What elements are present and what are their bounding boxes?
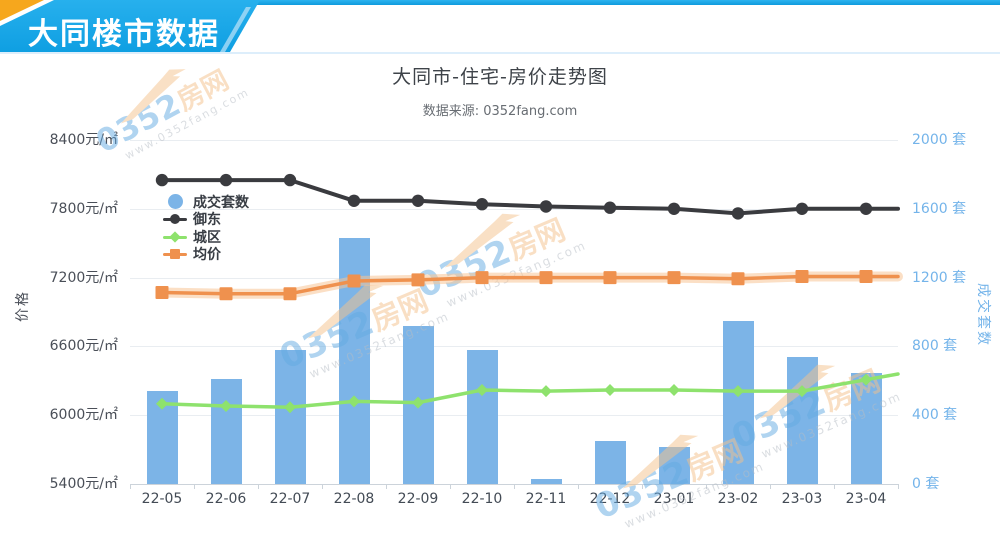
x-category-label: 23-04 xyxy=(845,491,887,507)
x-tick xyxy=(898,484,899,489)
y-left-tick-label: 6600元/㎡ xyxy=(49,338,118,355)
chart-title: 大同市-住宅-房价走势图 xyxy=(392,66,608,88)
transaction-bar[interactable] xyxy=(466,349,498,484)
x-category-label: 22-05 xyxy=(141,491,183,507)
y-left-tick-label: 5400元/㎡ xyxy=(49,476,118,492)
y-right-tick-label: 1200 套 xyxy=(912,269,967,286)
gridline xyxy=(130,346,898,348)
x-tick xyxy=(514,484,515,489)
x-tick xyxy=(770,484,771,489)
legend-line-square-icon xyxy=(163,246,187,262)
y-right-tick-label: 800 套 xyxy=(912,338,958,355)
header-divider xyxy=(0,52,1000,54)
x-category-label: 23-03 xyxy=(781,491,823,507)
legend-item-yudong[interactable]: 御东 xyxy=(163,211,249,229)
legend-item-chengqu[interactable]: 城区 xyxy=(163,228,249,246)
legend-label: 御东 xyxy=(193,212,221,229)
x-category-label: 23-01 xyxy=(653,491,695,507)
site-section-title: 大同楼市数据 xyxy=(28,17,220,52)
x-tick xyxy=(578,484,579,489)
transaction-bar[interactable] xyxy=(530,478,562,484)
transaction-bar[interactable] xyxy=(210,379,242,484)
gridline xyxy=(130,140,898,141)
legend-bar-marker-icon xyxy=(163,194,187,210)
x-category-label: 22-11 xyxy=(525,491,567,507)
legend-item-junjia[interactable]: 均价 xyxy=(163,246,249,264)
transaction-bar[interactable] xyxy=(850,373,882,484)
y-left-tick-label: 7200元/㎡ xyxy=(49,269,118,286)
x-category-label: 22-12 xyxy=(589,491,631,507)
legend-line-diamond-icon xyxy=(163,229,187,245)
transaction-bar[interactable] xyxy=(402,325,434,484)
legend-item-transactions[interactable]: 成交套数 xyxy=(163,193,249,211)
transaction-bar[interactable] xyxy=(274,349,306,484)
chart-subtitle: 数据来源: 0352fang.com xyxy=(422,104,578,119)
x-tick xyxy=(450,484,451,489)
x-tick xyxy=(194,484,195,489)
top-strip xyxy=(0,0,1000,5)
x-tick xyxy=(258,484,259,489)
bars-layer xyxy=(146,238,882,484)
transaction-bar[interactable] xyxy=(594,441,626,484)
chart-legend: 成交套数 御东 城区 均价 xyxy=(163,193,249,263)
x-category-label: 22-09 xyxy=(397,491,439,507)
x-category-label: 22-06 xyxy=(205,491,247,507)
transaction-bar[interactable] xyxy=(786,356,818,484)
x-category-label: 23-02 xyxy=(717,491,759,507)
y-right-tick-label: 400 套 xyxy=(912,407,958,424)
transaction-bar[interactable] xyxy=(658,447,690,484)
y-left-tick-label: 7800元/㎡ xyxy=(49,200,118,217)
legend-label: 城区 xyxy=(193,229,221,246)
x-tick xyxy=(834,484,835,489)
x-category-label: 22-07 xyxy=(269,491,311,507)
transaction-bar[interactable] xyxy=(146,391,178,484)
x-tick xyxy=(130,484,131,489)
x-tick xyxy=(386,484,387,489)
y-left-tick-label: 6000元/㎡ xyxy=(49,407,118,424)
y-right-tick-label: 1600 套 xyxy=(912,200,967,217)
x-tick xyxy=(322,484,323,489)
legend-label: 均价 xyxy=(193,247,221,264)
price-trend-chart: 大同市-住宅-房价走势图 数据来源: 0352fang.com 价格 成交套数 … xyxy=(15,64,991,531)
transaction-bar[interactable] xyxy=(338,238,370,484)
x-category-label: 22-10 xyxy=(461,491,503,507)
x-tick xyxy=(706,484,707,489)
x-category-label: 22-08 xyxy=(333,491,375,507)
y-right-tick-label: 0 套 xyxy=(912,476,940,492)
y-right-tick-label: 2000 套 xyxy=(912,132,967,148)
legend-line-circle-icon xyxy=(163,211,187,227)
transaction-bar[interactable] xyxy=(722,320,754,484)
y-left-tick-label: 8400元/㎡ xyxy=(49,132,118,148)
gridline xyxy=(130,415,898,417)
corner-fold-orange-icon xyxy=(0,0,44,21)
